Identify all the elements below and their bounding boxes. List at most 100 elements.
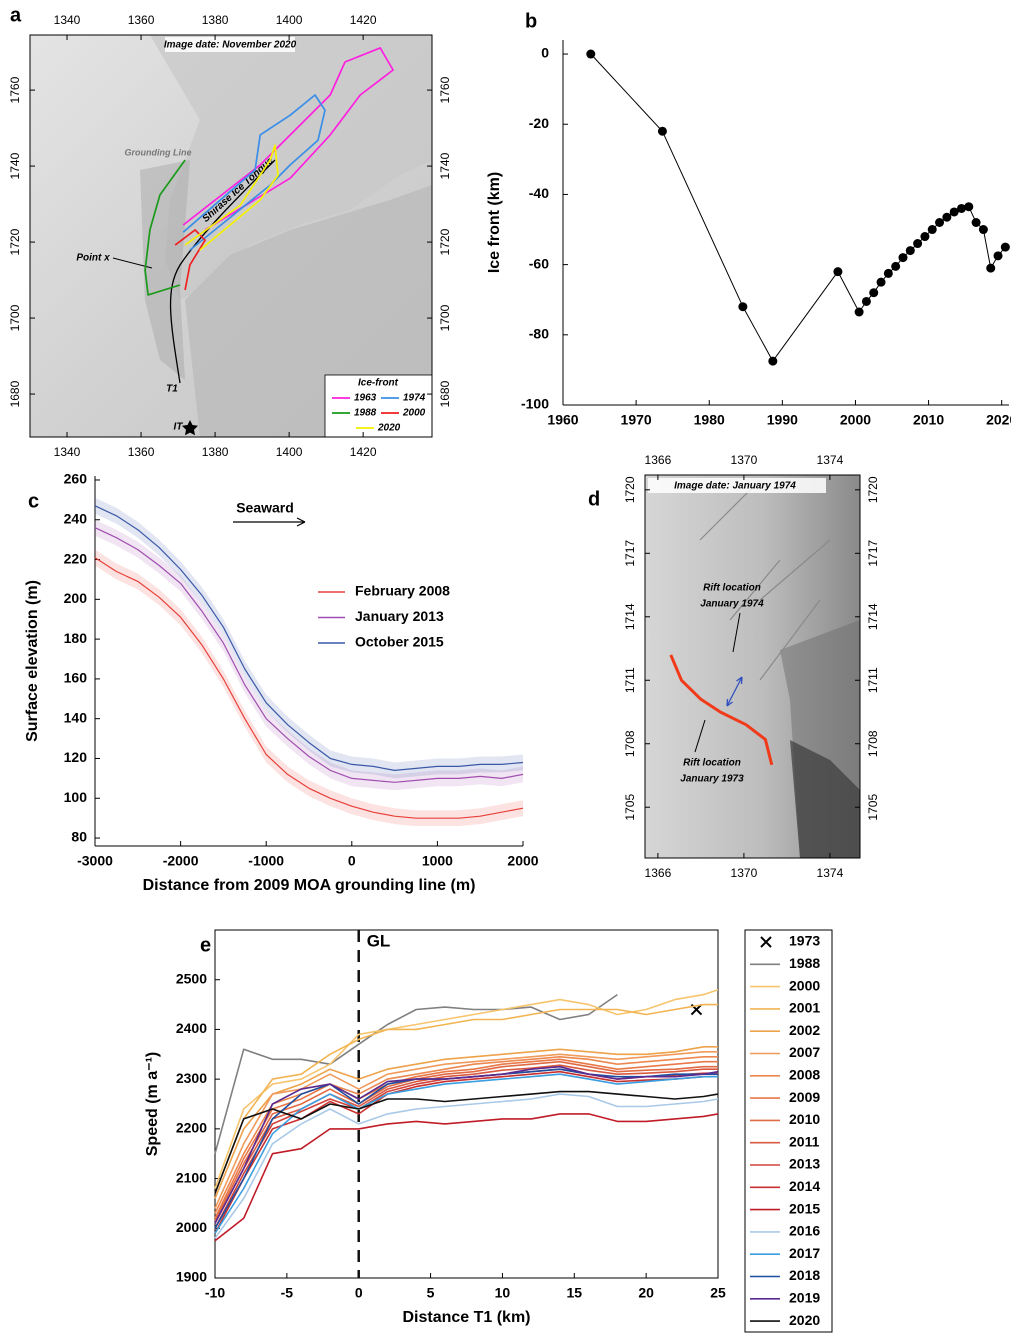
error-band [95,497,523,779]
panel-label: a [10,4,22,26]
x-tick-label: 1380 [202,445,229,459]
y-tick-label: 2000 [176,1219,207,1235]
panel-label: c [28,490,39,512]
y-tick-label: -60 [529,255,549,271]
legend-label: 1973 [789,933,820,949]
x-tick-label: 20 [638,1285,654,1301]
x-tick-label: 1366 [645,453,672,467]
y-tick-label: 1720 [438,228,452,255]
y-tick-label: -100 [521,396,549,412]
x-tick-label: 0 [355,1285,363,1301]
y-tick-label: 180 [64,630,88,646]
series-line [214,1068,718,1229]
point [935,218,945,227]
x-tick-label: 2000 [507,853,538,869]
series-line [214,1046,718,1199]
legend-title: Ice-front [358,378,399,389]
ice-front [174,229,206,291]
x-tick-label: 1420 [350,445,377,459]
x-tick-label: 1360 [128,445,155,459]
legend-label: October 2015 [355,634,444,650]
plot-frame [644,474,861,859]
legend-label: 2019 [789,1290,820,1306]
y-tick-label: 160 [64,670,88,686]
y-tick-label: -80 [529,326,549,342]
y-tick-label: 1740 [438,152,452,179]
legend-label: 2014 [789,1178,820,1194]
legend-label: 2018 [789,1267,820,1283]
x-tick-label: 15 [566,1285,582,1301]
y-tick-label: 1760 [438,76,452,103]
x-tick-label: -1000 [248,853,284,869]
image-date: Image date: January 1974 [674,481,796,492]
series-line [94,505,524,771]
line [590,53,1006,362]
point [854,307,864,317]
y-tick-label: 80 [71,829,87,845]
x-tick-label: 10 [495,1285,511,1301]
x-tick-label: 1380 [202,13,229,27]
gl-label: GL [367,931,391,950]
point [883,268,893,278]
legend-label: 1988 [789,955,820,971]
y-tick-label: 1700 [438,304,452,331]
point [949,207,959,217]
series-line [214,993,618,1154]
y-tick-label: 1714 [866,603,880,630]
y-tick-label: 1720 [866,476,880,503]
ice-front [669,654,774,766]
x-tick-label: 2000 [840,412,871,428]
y-tick-label: 2100 [176,1169,207,1185]
ice-front [144,159,186,296]
y-tick-label: 220 [64,550,88,566]
satellite-image-d [645,475,860,858]
y-tick-label: 1705 [866,794,880,821]
legend-label: 2016 [789,1223,820,1239]
series-line [214,1073,718,1234]
x-tick-label: -5 [281,1285,294,1301]
ice-front [182,47,394,231]
x-axis-title: Distance T1 (km) [402,1309,530,1326]
series-line [214,1058,718,1219]
x-tick-label: -10 [205,1285,225,1301]
legend-label: January 2013 [355,608,444,624]
annotation: Seaward [236,500,294,516]
x-tick-label: 1960 [547,412,578,428]
plot-frame [214,929,719,1279]
image-date: Image date: November 2020 [164,40,297,51]
grounding-line-label: Grounding Line [125,147,192,157]
x-tick-label: 1400 [276,13,303,27]
x-tick-label: 1970 [621,412,652,428]
point [833,267,843,277]
y-tick-label: 200 [64,590,88,606]
x-tick-label: 2010 [913,412,944,428]
point [657,126,667,136]
series-line [214,1068,718,1229]
y-tick-label: -40 [529,185,549,201]
satellite-image-a [30,35,433,438]
legend-label: 2015 [789,1200,820,1216]
x-tick-label: -2000 [163,853,199,869]
legend-label: 2017 [789,1245,820,1261]
station-label: IT [174,422,184,433]
legend-label: 2013 [789,1156,820,1172]
point [927,225,937,235]
annotation: January 1973 [680,774,744,785]
series-line [94,557,524,819]
y-tick-label: 2300 [176,1070,207,1086]
y-tick-label: 1717 [866,540,880,567]
panel-label: d [588,488,600,510]
point [586,49,596,59]
point [898,253,908,263]
y-tick-label: 1760 [8,76,22,103]
legend-label: 2007 [789,1044,820,1060]
series-line [214,1090,719,1194]
point [891,261,901,271]
y-tick-label: 100 [64,789,88,805]
ice-front [182,94,326,251]
y-tick-label: 2500 [176,970,207,986]
point-label: Point x [76,253,110,264]
point [942,212,952,222]
series-line [214,1093,719,1239]
x-tick-label: 2020 [986,412,1011,428]
